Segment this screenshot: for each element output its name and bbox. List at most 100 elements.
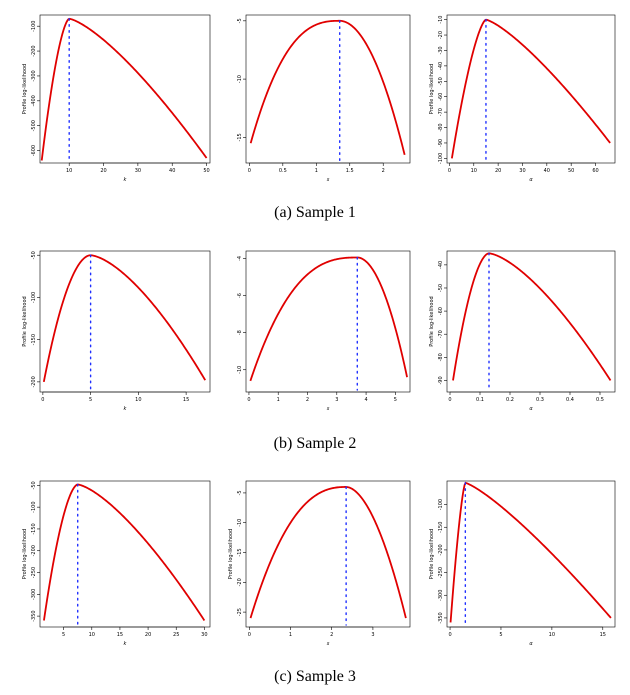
panel-8: 0 1 2 3 -5 -10 -15 -20 -25 s Profile log-likelihoo… xyxy=(228,480,411,647)
y-tick-label: -15 xyxy=(237,548,243,556)
y-tick-label: -80 xyxy=(438,353,444,361)
y-tick-label: -100 xyxy=(438,499,444,510)
x-tick-label: 50 xyxy=(203,168,209,174)
x-tick-label: 1 xyxy=(315,168,318,174)
y-tick-label: -350 xyxy=(438,612,444,623)
x-tick-label: 15 xyxy=(183,397,189,403)
x-axis-label: k xyxy=(124,641,128,647)
panel-3: 0 10 20 30 40 50 60 -10 -20 -30 -40 -50 -60 -70 -80 -90… xyxy=(429,14,616,183)
plot-frame xyxy=(245,480,411,628)
y-tick-label: -10 xyxy=(237,75,243,83)
x-tick-label: 50 xyxy=(568,168,574,174)
y-tick-label: -8 xyxy=(237,330,243,335)
likelihood-curve xyxy=(249,256,408,382)
x-tick-label: 0 xyxy=(248,168,251,174)
caption-sample-3: (c) Sample 3 xyxy=(274,668,356,685)
panel-4: 0 5 10 15 -50 -100 -150 -200 k Profile log-likeli… xyxy=(22,250,211,412)
x-tick-label: 0 xyxy=(247,397,250,403)
x-tick-label: 0.5 xyxy=(596,397,604,403)
x-tick-label: 0 xyxy=(448,168,451,174)
y-tick-label: -150 xyxy=(31,334,37,345)
panel-1: 10 20 30 40 50 -100 -200 -300 -400 -500 -600 k Profi… xyxy=(22,14,211,183)
plot-frame xyxy=(446,250,616,393)
x-tick-label: 5 xyxy=(394,397,397,403)
plot-frame xyxy=(39,480,211,628)
x-axis-label: α xyxy=(529,641,533,647)
x-tick-label: 30 xyxy=(519,168,525,174)
likelihood-curve xyxy=(452,252,612,381)
y-tick-label: -300 xyxy=(438,590,444,601)
likelihood-curve xyxy=(42,254,206,383)
x-axis-label: s xyxy=(327,641,330,647)
x-tick-label: 0 xyxy=(448,397,451,403)
x-axis-label: k xyxy=(124,406,128,412)
y-tick-label: -40 xyxy=(438,62,444,70)
x-axis-label: s xyxy=(327,177,330,183)
likelihood-curve xyxy=(40,17,208,161)
x-axis-label: k xyxy=(124,177,128,183)
y-tick-label: -50 xyxy=(31,251,37,259)
x-tick-label: 20 xyxy=(495,168,501,174)
x-tick-label: 5 xyxy=(89,397,92,403)
x-tick-label: 0.5 xyxy=(279,168,287,174)
x-tick-label: 40 xyxy=(544,168,550,174)
x-tick-label: 2 xyxy=(306,397,309,403)
y-tick-label: -200 xyxy=(31,545,37,556)
y-tick-label: -600 xyxy=(31,145,37,156)
x-tick-label: 15 xyxy=(600,632,606,638)
y-tick-label: -70 xyxy=(438,330,444,338)
x-tick-label: 2 xyxy=(330,632,333,638)
x-tick-label: 10 xyxy=(135,397,141,403)
x-tick-label: 10 xyxy=(549,632,555,638)
x-tick-label: 5 xyxy=(499,632,502,638)
y-tick-label: -90 xyxy=(438,376,444,384)
x-tick-label: 0 xyxy=(248,632,251,638)
plot-frame xyxy=(39,250,211,393)
x-tick-label: 60 xyxy=(592,168,598,174)
y-tick-label: -50 xyxy=(438,77,444,85)
x-tick-label: 15 xyxy=(117,632,123,638)
y-tick-label: -150 xyxy=(438,522,444,533)
x-tick-label: 10 xyxy=(66,168,72,174)
y-tick-label: -90 xyxy=(438,139,444,147)
y-tick-label: -50 xyxy=(31,481,37,489)
plot-frame xyxy=(446,14,616,164)
y-tick-label: -500 xyxy=(31,120,37,131)
y-tick-label: -30 xyxy=(438,46,444,54)
x-tick-label: 3 xyxy=(371,632,374,638)
y-tick-label: -10 xyxy=(438,16,444,24)
x-axis-label: s xyxy=(327,406,330,412)
caption-sample-2: (b) Sample 2 xyxy=(273,435,357,452)
y-tick-label: -20 xyxy=(438,31,444,39)
caption-sample-1: (a) Sample 1 xyxy=(274,204,356,221)
y-tick-label: -10 xyxy=(237,366,243,374)
panel-5: 0 1 2 3 4 5 -4 -6 -8 -10 s xyxy=(237,250,411,412)
x-tick-label: 1.5 xyxy=(346,168,354,174)
y-tick-label: -300 xyxy=(31,589,37,600)
y-tick-label: -100 xyxy=(438,153,444,164)
y-axis-label: Profile log-likelihood xyxy=(429,296,435,346)
x-tick-label: 25 xyxy=(173,632,179,638)
y-tick-label: -200 xyxy=(438,544,444,555)
y-tick-label: -70 xyxy=(438,108,444,116)
x-axis-label: α xyxy=(529,177,533,183)
y-tick-label: -100 xyxy=(31,21,37,32)
y-axis-label: Profile log-likelihood xyxy=(22,296,28,346)
y-tick-label: -150 xyxy=(31,523,37,534)
panel-9: 0 5 10 15 -100 -150 -200 -250 -300 -350 α Profile l… xyxy=(429,480,616,647)
y-tick-label: -25 xyxy=(237,608,243,616)
plot-frame xyxy=(446,480,616,628)
likelihood-curve xyxy=(43,483,206,621)
x-tick-label: 20 xyxy=(100,168,106,174)
x-tick-label: 30 xyxy=(135,168,141,174)
panel-6: 0 0.1 0.2 0.3 0.4 0.5 -40 -50 -60 -70 -80 -90 α Profi… xyxy=(429,250,616,412)
y-axis-label: Profile log-likelihood xyxy=(429,529,435,579)
y-tick-label: -40 xyxy=(438,261,444,269)
x-tick-label: 40 xyxy=(169,168,175,174)
y-tick-label: -200 xyxy=(31,376,37,387)
likelihood-curve xyxy=(249,486,407,619)
plot-frame xyxy=(245,250,411,393)
y-tick-label: -300 xyxy=(31,70,37,81)
x-tick-label: 2 xyxy=(382,168,385,174)
y-tick-label: -4 xyxy=(237,256,243,261)
